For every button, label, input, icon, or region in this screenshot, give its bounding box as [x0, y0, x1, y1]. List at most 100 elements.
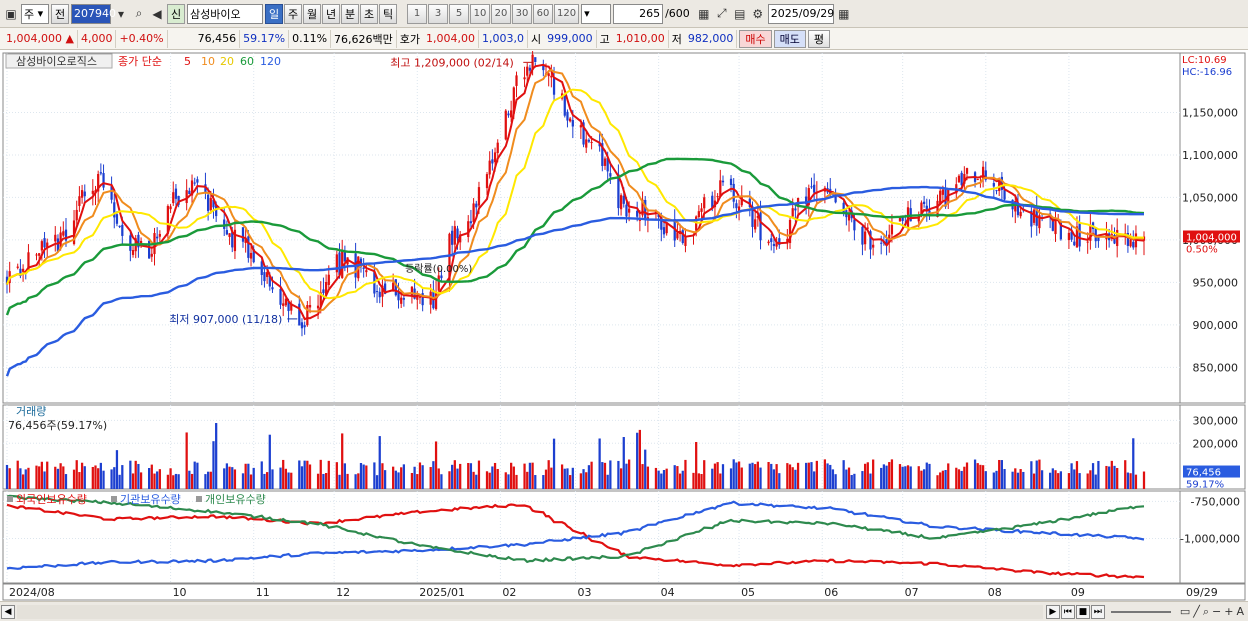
volume-bar — [80, 462, 84, 489]
period-tab-3[interactable]: 년 — [322, 3, 340, 24]
volume-bar — [247, 463, 250, 489]
stop-icon[interactable]: ■ — [1075, 604, 1090, 619]
period-tab-4[interactable]: 분 — [341, 3, 359, 24]
volume-bar — [995, 470, 998, 489]
low-price: 982,000 — [685, 29, 738, 48]
candle-body — [421, 293, 424, 306]
candle-body — [35, 254, 38, 256]
volume-bar — [5, 464, 9, 489]
candle-body — [338, 252, 341, 275]
scroll-bar[interactable]: ◀ ▶ ⏮ ■ ⏭ ▭ ╱ ⌕ − + A — [0, 601, 1248, 621]
volume-bar — [523, 463, 526, 489]
candle-body — [711, 195, 714, 208]
draw-line-icon[interactable]: ╱ — [1193, 605, 1200, 618]
magnify-icon[interactable]: ⌕ — [1202, 604, 1210, 618]
stock-name-field[interactable]: 삼성바이오 — [187, 3, 263, 24]
buy-button[interactable]: 매수 — [739, 29, 772, 48]
date-input[interactable]: 2025/09/29 — [767, 3, 834, 24]
candle-body — [137, 234, 140, 248]
search-icon[interactable]: ⌕ — [135, 6, 143, 20]
volume-bar — [732, 459, 735, 489]
price-change-pct: +0.40% — [116, 29, 168, 48]
volume-bar — [510, 462, 513, 489]
interval-tab-10[interactable]: 10 — [470, 3, 490, 24]
candle-body — [732, 183, 735, 202]
bar-count-input[interactable]: 265 — [613, 3, 664, 24]
layout-icon[interactable]: ▭ — [1179, 605, 1191, 618]
candle-body — [721, 180, 725, 183]
zoom-out-icon[interactable]: − — [1212, 605, 1222, 618]
candle-body — [676, 232, 679, 239]
candle-body — [510, 110, 513, 118]
forward-icon[interactable]: ⏭ — [1090, 604, 1105, 619]
interval-select[interactable]: ▾ — [581, 3, 612, 24]
interval-tab-60[interactable]: 60 — [533, 3, 553, 24]
hold-y-tick-1: -1,000,000 — [1180, 532, 1240, 545]
low-label: 저 — [671, 32, 682, 46]
scroll-left-button[interactable]: ◀ — [1, 604, 15, 619]
period-tab-0[interactable]: 일 — [265, 3, 283, 24]
period-tab-1[interactable]: 주 — [284, 3, 302, 24]
volume-bar — [381, 463, 384, 489]
period-tab-5[interactable]: 초 — [360, 3, 378, 24]
volume-bar — [644, 449, 647, 489]
candle-body — [97, 173, 100, 192]
scroll-track[interactable] — [17, 604, 1043, 619]
sound-icon[interactable]: ◀ — [152, 6, 162, 21]
interval-tab-30[interactable]: 30 — [512, 3, 532, 24]
period-tab-2[interactable]: 월 — [303, 3, 321, 24]
chart-svg[interactable]: 2024/08 10 11 12 2025/01 02 03 04 05 06 07 08 09 09/2… — [0, 48, 1248, 601]
volume-bar — [845, 469, 848, 489]
calendar-icon[interactable]: ▦ — [838, 6, 850, 21]
chart-menu-icon[interactable]: ▣ — [5, 6, 17, 21]
save-icon[interactable]: ▤ — [734, 6, 746, 21]
chart-area[interactable]: 2024/08 10 11 12 2025/01 02 03 04 05 06 07 08 09 09/2… — [0, 48, 1248, 601]
prev-button[interactable]: 전 — [51, 3, 69, 24]
volume-bar — [496, 468, 499, 489]
stock-code-input[interactable]: 207940 — [71, 3, 116, 24]
ma-line-120 — [5, 185, 1144, 377]
zoom-slider[interactable] — [1110, 610, 1171, 613]
period-type-select[interactable]: 주 ▾ — [21, 3, 49, 24]
zoom-in-icon[interactable]: + — [1224, 605, 1234, 618]
draw-tool-icon[interactable]: ⤢ — [716, 6, 727, 20]
volume-bar — [1129, 473, 1132, 489]
new-button[interactable]: 신 — [167, 3, 185, 24]
volume-bar — [467, 462, 470, 489]
candle-body — [166, 206, 170, 234]
interval-tab-120[interactable]: 120 — [554, 3, 580, 24]
gear-icon[interactable]: ⚙ — [752, 6, 764, 21]
volume-bar — [64, 474, 68, 489]
volume-bar — [657, 470, 660, 489]
scroll-right-button[interactable]: ▶ — [1045, 604, 1060, 619]
volume-bar — [909, 466, 912, 489]
bid-price: 1,003,0 — [479, 29, 528, 48]
volume-bar — [94, 465, 97, 489]
interval-tab-1[interactable]: 1 — [407, 3, 427, 24]
candle-body — [27, 252, 30, 271]
rewind-icon[interactable]: ⏮ — [1060, 604, 1075, 619]
sell-button[interactable]: 매도 — [773, 29, 806, 48]
volume-bar — [359, 463, 363, 489]
candle-body — [228, 233, 231, 238]
interval-tab-5[interactable]: 5 — [449, 3, 469, 24]
indicator-icon[interactable]: ▦ — [698, 6, 710, 21]
high-price: 1,010,00 — [613, 29, 669, 48]
volume-bar — [206, 471, 210, 489]
volume-bar — [1022, 471, 1025, 489]
eval-button[interactable]: 평 — [807, 29, 830, 48]
volume-bar — [72, 469, 76, 489]
interval-tab-20[interactable]: 20 — [491, 3, 511, 24]
period-tab-6[interactable]: 틱 — [379, 3, 397, 24]
candle-body — [1073, 241, 1076, 246]
open-label: 시 — [531, 32, 542, 46]
interval-tab-3[interactable]: 3 — [428, 3, 448, 24]
trade-amount: 76,626백만 — [331, 29, 397, 48]
chevron-down-icon[interactable]: ▾ — [117, 6, 125, 21]
turnover: 0.11% — [289, 29, 332, 48]
volume-bar — [641, 464, 644, 489]
candle-body — [534, 57, 537, 63]
font-icon[interactable]: A — [1236, 605, 1244, 618]
volume-bar — [810, 462, 813, 489]
volume-bar — [432, 461, 435, 489]
